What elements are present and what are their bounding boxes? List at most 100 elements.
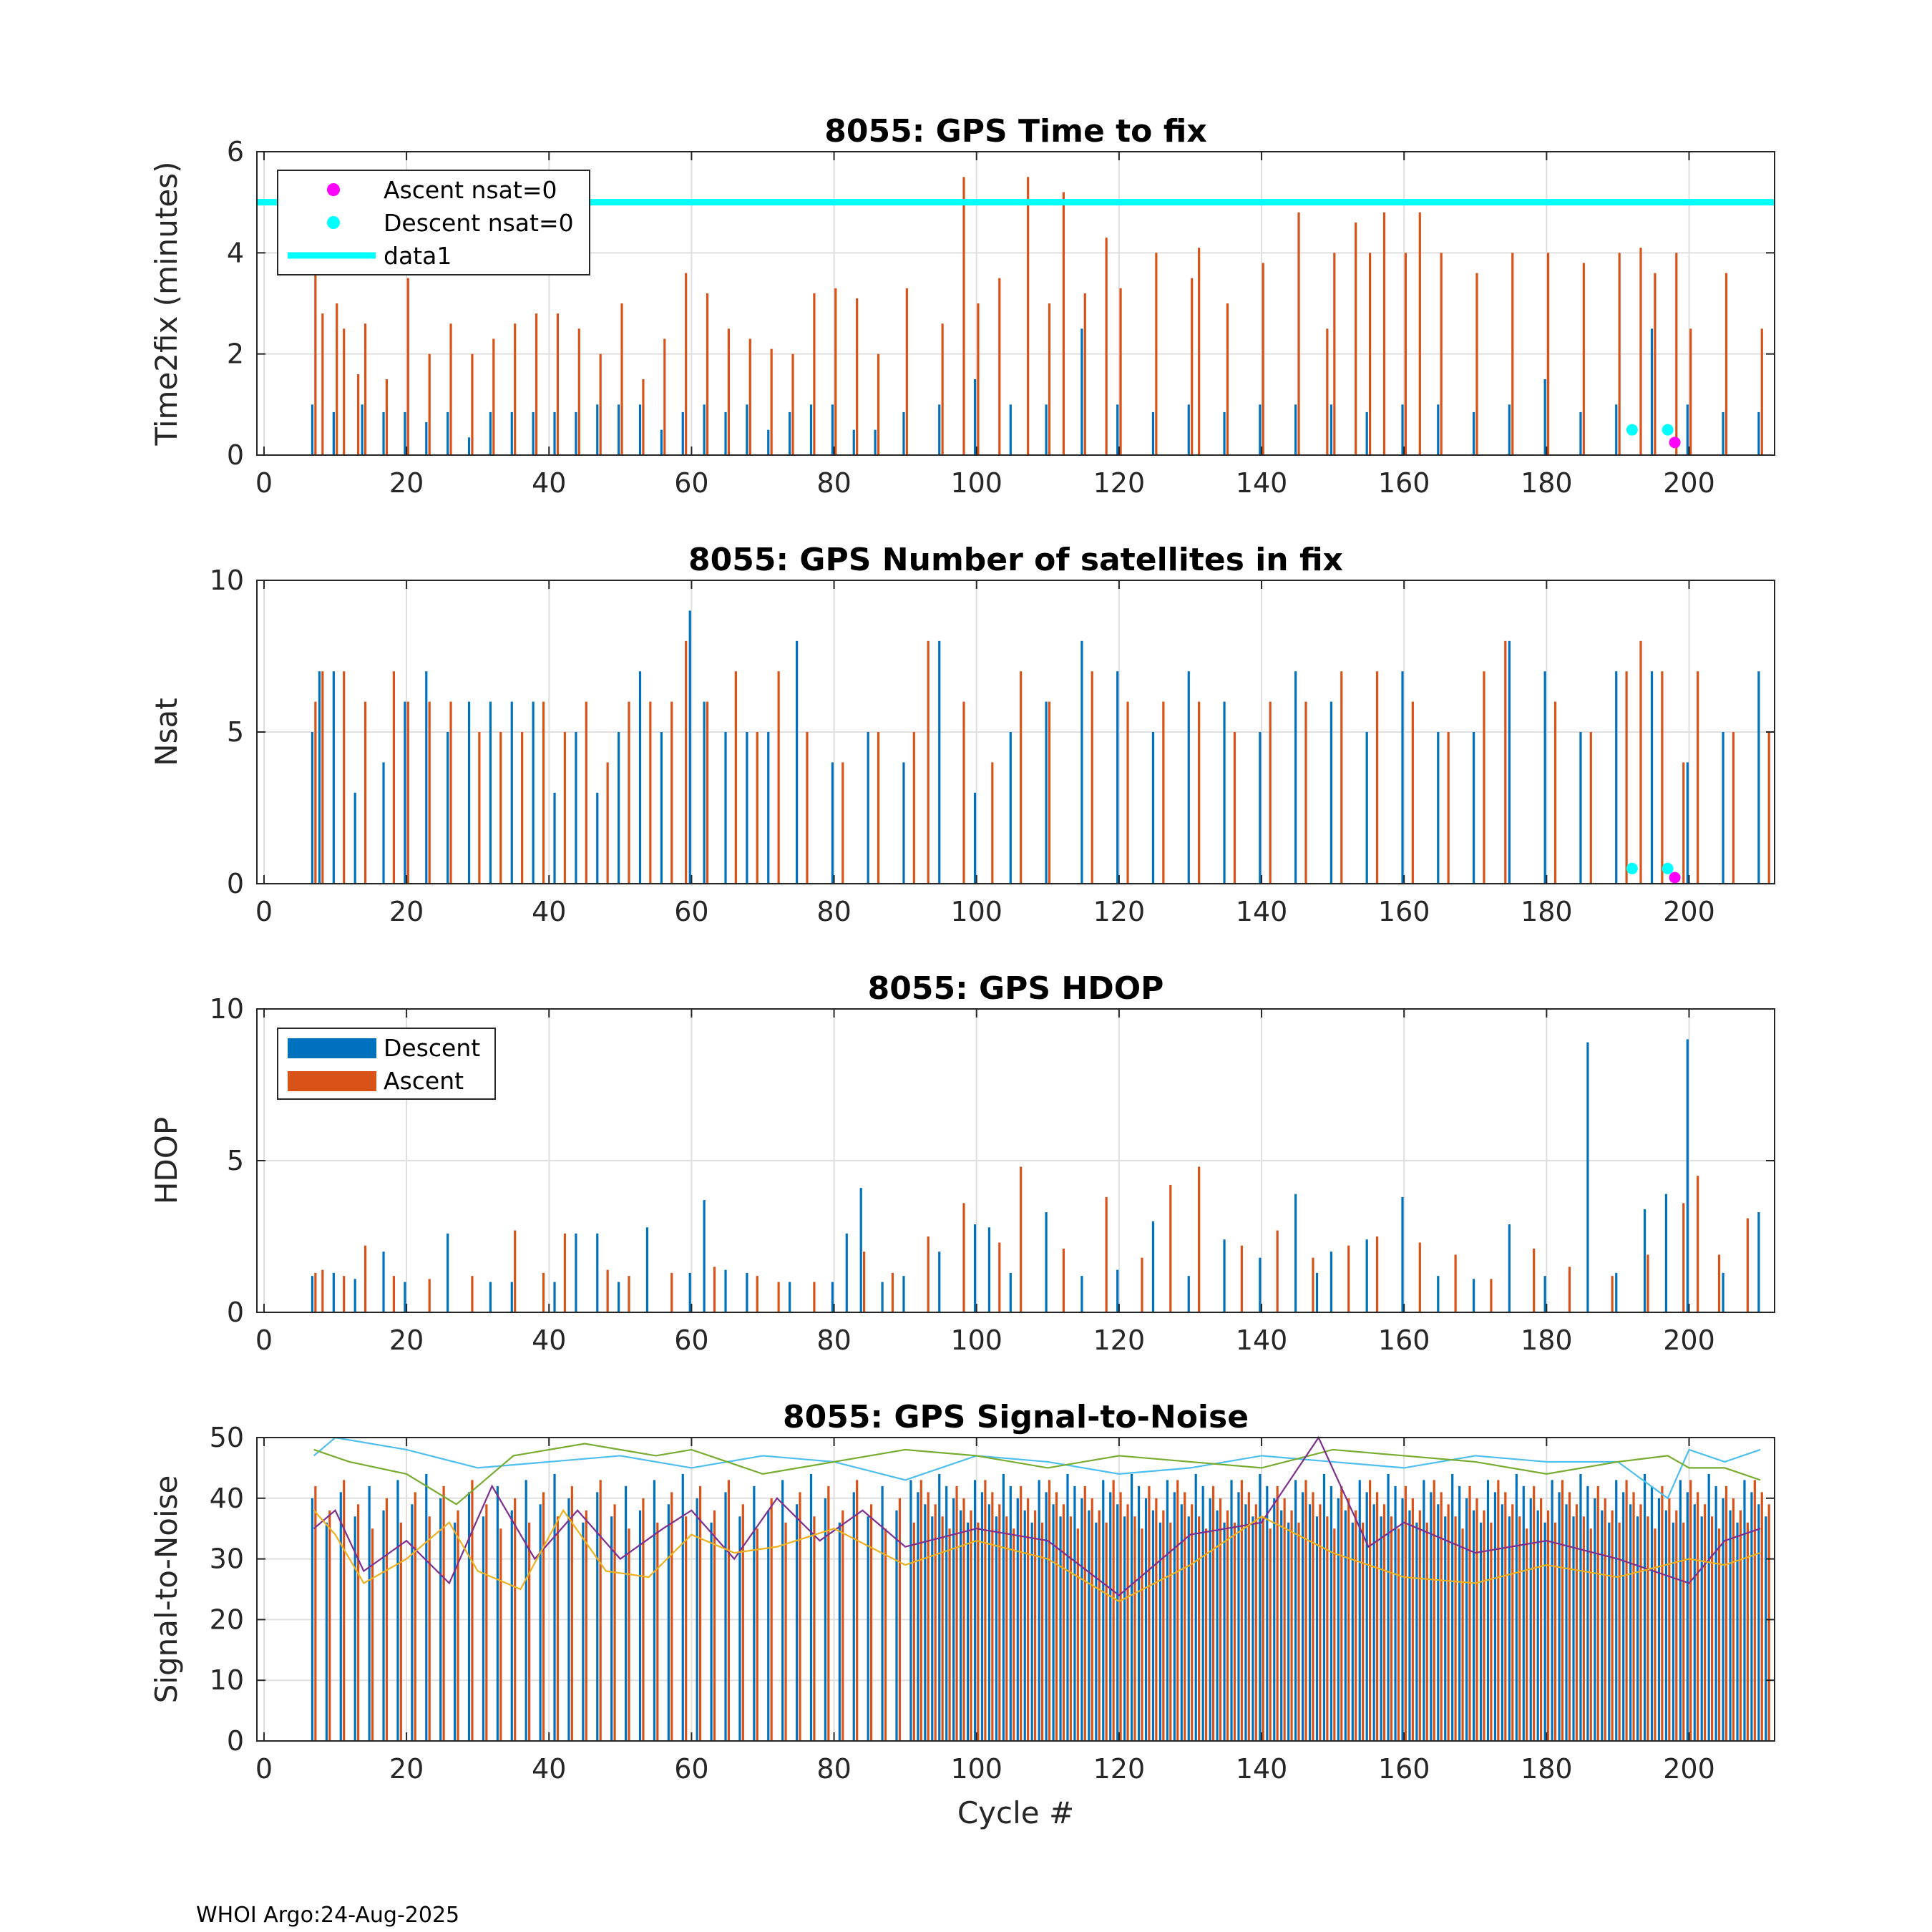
ascent-snr-bar (1447, 1504, 1450, 1741)
descent-snr-bar (1586, 1485, 1589, 1741)
x-tick-label: 20 (389, 467, 424, 499)
descent-bar (1579, 732, 1582, 884)
x-tick-label: 40 (532, 896, 566, 927)
ascent-bar (428, 1279, 431, 1312)
ascent-bar (1582, 263, 1585, 455)
ascent-snr-bar (1689, 1480, 1692, 1741)
ascent-bar (1646, 1254, 1649, 1312)
mean-purple-line (313, 1435, 1761, 1596)
descent-bar (596, 1233, 599, 1312)
ascent-bar (813, 1282, 816, 1312)
descent-bar (1259, 732, 1262, 884)
descent-bar (724, 732, 727, 884)
ascent-bar (706, 293, 709, 455)
ascent-snr-bar (1069, 1516, 1072, 1741)
x-tick-label: 180 (1521, 467, 1573, 499)
descent-legend-swatch (288, 1038, 376, 1058)
ascent-bar (364, 1245, 367, 1312)
descent-snr-bar (1344, 1510, 1347, 1741)
ascent-bar (514, 323, 517, 455)
ascent-snr-bar (1119, 1492, 1122, 1741)
ascent-snr-bar (1433, 1480, 1435, 1741)
ascent-snr-bar (756, 1528, 758, 1741)
ascent-snr-bar (934, 1504, 937, 1741)
footer-stamp: WHOI Argo:24-Aug-2025 (196, 1903, 459, 1928)
ascent-snr-bar (1468, 1485, 1471, 1741)
ascent-bar (556, 313, 560, 455)
descent-snr-bar (1237, 1492, 1240, 1741)
descent-bar (618, 404, 620, 455)
ascent-bar (962, 177, 965, 456)
descent-bar (973, 792, 977, 884)
ascent-snr-bar (927, 1492, 930, 1741)
ascent-bar (521, 732, 524, 884)
axes-frame (256, 1437, 1775, 1742)
ascent-snr-bar (1760, 1492, 1763, 1741)
ascent-bar (1654, 273, 1657, 455)
descent-bar (746, 1272, 748, 1312)
descent-snr-bar (1515, 1473, 1518, 1741)
ascent-snr-bar (884, 1528, 887, 1741)
x-tick-label: 80 (816, 467, 851, 499)
ascent-bar (685, 273, 688, 455)
ascent-bar (1675, 253, 1678, 455)
descent-bar (1294, 404, 1297, 455)
descent-snr-bar (696, 1498, 698, 1741)
descent-bar (1259, 1257, 1262, 1312)
descent-snr-bar (1558, 1492, 1561, 1741)
descent-bar (703, 404, 706, 455)
ascent-snr-bar (1483, 1510, 1485, 1741)
descent-bar (859, 1188, 862, 1312)
ascent-snr-bar (1333, 1528, 1336, 1741)
ascent-snr-bar (898, 1498, 901, 1741)
ascent-bar (1269, 701, 1272, 884)
descent-bar (902, 1276, 905, 1312)
ascent-snr-bar (1724, 1485, 1728, 1741)
descent-snr-bar (1508, 1516, 1511, 1741)
ascent-snr-bar (1390, 1516, 1393, 1741)
descent-snr-bar (1023, 1510, 1026, 1741)
x-tick-label: 120 (1093, 896, 1146, 927)
legend-descent-nsat0: Descent nsat=0 (384, 209, 574, 237)
descent-bar (938, 404, 941, 455)
ascent-bar (1062, 1248, 1065, 1312)
ascent-bar (1483, 671, 1485, 884)
ascent-snr-bar (371, 1528, 374, 1741)
descent-bar (1151, 732, 1155, 884)
descent-snr-bar (1472, 1510, 1475, 1741)
descent-bar (688, 1272, 691, 1312)
descent-bar (1009, 404, 1012, 455)
descent-snr-bar (1757, 1504, 1760, 1741)
descent-bar (553, 792, 556, 884)
ascent-snr-bar (948, 1528, 951, 1741)
descent-bar (1330, 404, 1333, 455)
descent-snr-bar (945, 1485, 948, 1741)
descent-bar (881, 1282, 884, 1312)
descent-snr-bar (1536, 1510, 1539, 1741)
ascent-bar (841, 762, 844, 884)
ascent-snr-bar (1191, 1504, 1194, 1741)
ascent-bar (1347, 1245, 1350, 1312)
ascent-snr-bar (1105, 1522, 1108, 1741)
ascent-snr-bar (1133, 1516, 1136, 1741)
descent-snr-bar (1308, 1504, 1312, 1741)
ascent-bar (606, 762, 609, 884)
x-tick-label: 100 (950, 1753, 1002, 1785)
descent-snr-bar (1137, 1485, 1141, 1741)
descent-bar (1187, 671, 1190, 884)
ascent-snr-bar (1490, 1522, 1493, 1741)
descent-snr-bar (1066, 1473, 1069, 1741)
descent-snr-bar (681, 1473, 684, 1741)
ascent-bar (499, 732, 502, 884)
descent-bar (311, 732, 314, 884)
y-tick-label: 0 (227, 868, 244, 899)
ascent-snr-bar (1184, 1492, 1186, 1741)
descent-bar (1437, 1276, 1440, 1312)
ascent-bar (991, 762, 994, 884)
descent-bar (1664, 1194, 1668, 1312)
descent-snr-bar (1095, 1522, 1098, 1741)
ascent-bar (406, 701, 409, 884)
ascent-snr-bar (1304, 1480, 1307, 1741)
descent-snr-bar (1664, 1510, 1668, 1741)
descent-bar (596, 404, 599, 455)
